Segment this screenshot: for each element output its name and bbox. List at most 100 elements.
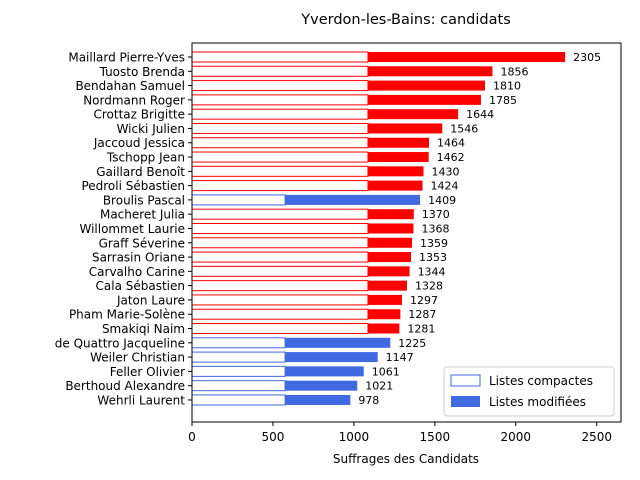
candidate-label-19: Smakiqi Naim [102,322,185,336]
value-label-5: 1546 [450,122,478,135]
bar-compact-5 [191,122,369,134]
bars-layer [191,51,566,406]
bar-modified-0 [367,52,566,62]
chart-title: Yverdon-les-Bains: candidats [300,12,511,28]
bar-modified-11 [367,209,414,220]
value-label-17: 1297 [410,294,438,307]
bar-compact-15 [191,265,369,277]
candidate-label-1: Tuosto Brenda [99,65,185,79]
bar-compact-19 [191,323,369,335]
candidate-label-6: Jaccoud Jessica [93,136,185,150]
bar-compact-24 [191,394,286,406]
candidate-label-23: Berthoud Alexandre [65,379,185,393]
value-label-24: 978 [358,394,379,407]
bar-modified-23 [285,380,358,391]
bar-modified-4 [367,109,459,120]
x-tick-label-3: 1500 [420,430,451,444]
x-tick-label-1: 500 [261,430,284,444]
value-label-16: 1328 [415,280,443,293]
candidate-label-15: Carvalho Carine [89,265,185,279]
bar-compact-14 [191,251,369,263]
x-tick-label-2: 1000 [339,430,370,444]
value-label-6: 1464 [437,137,465,150]
candidate-label-20: de Quattro Jacqueline [55,336,185,350]
value-label-13: 1359 [420,237,448,250]
bar-compact-1 [191,65,369,77]
candidate-label-5: Wicki Julien [117,122,185,136]
x-axis-label: Suffrages des Candidats [333,452,479,466]
value-label-19: 1281 [407,323,435,336]
bar-modified-10 [285,194,421,205]
bar-modified-12 [367,223,414,234]
bar-modified-19 [367,323,400,334]
value-label-12: 1368 [421,222,449,235]
bar-modified-17 [367,294,402,305]
candidate-label-12: Willommet Laurie [79,222,185,236]
value-label-22: 1061 [372,365,400,378]
bar-modified-20 [285,337,391,348]
value-label-7: 1462 [437,151,465,164]
candidate-label-11: Macheret Julia [100,208,185,222]
bar-modified-14 [367,252,412,263]
candidate-label-2: Bendahan Samuel [75,79,185,93]
candidate-label-0: Maillard Pierre-Yves [68,51,185,65]
x-axis: 0 500 1000 1500 2000 2500 [188,422,612,444]
bar-compact-12 [191,222,369,234]
bar-compact-7 [191,151,369,163]
bar-compact-3 [191,94,369,106]
candidate-label-14: Sarrasin Oriane [92,251,185,265]
legend-compact-swatch [450,374,481,387]
bar-modified-1 [367,66,493,77]
candidate-label-16: Cala Sébastien [96,279,185,293]
legend-compact-label: Listes compactes [489,374,593,388]
candidate-label-10: Broulis Pascal [103,193,185,207]
bar-compact-8 [191,165,369,177]
value-label-2: 1810 [493,80,521,93]
bar-modified-9 [367,180,423,191]
candidate-label-13: Graff Séverine [99,236,185,250]
candidate-label-17: Jaton Laure [116,293,185,307]
x-tick-label-4: 2000 [501,430,532,444]
bar-compact-13 [191,237,369,249]
bar-compact-11 [191,208,369,220]
value-label-4: 1644 [466,108,494,121]
value-label-23: 1021 [365,380,393,393]
legend: Listes compactes Listes modifiées [443,366,615,417]
bar-modified-6 [367,137,430,148]
bar-modified-2 [367,80,486,91]
bar-compact-9 [191,180,369,192]
bar-modified-13 [367,237,413,248]
legend-box [443,366,615,417]
value-label-3: 1785 [489,94,517,107]
value-label-20: 1225 [398,337,426,350]
bar-modified-3 [367,94,481,105]
bar-modified-7 [367,152,429,163]
candidate-label-7: Tschopp Jean [106,151,185,165]
bar-compact-21 [191,351,286,363]
bar-compact-23 [191,380,286,392]
value-label-1: 1856 [500,65,528,78]
legend-modified-swatch [451,396,480,407]
bar-modified-5 [367,123,443,134]
bar-modified-22 [285,366,364,377]
bar-compact-16 [191,280,369,292]
value-label-8: 1430 [431,165,459,178]
value-label-0: 2305 [573,51,601,64]
candidate-label-8: Gaillard Benoît [96,165,185,179]
candidate-label-21: Weiler Christian [90,351,185,365]
candidate-label-18: Pham Marie-Solène [69,308,185,322]
value-label-9: 1424 [431,180,459,193]
candidate-label-9: Pedroli Sébastien [81,179,185,193]
value-label-11: 1370 [422,208,450,221]
candidate-label-24: Wehrli Laurent [97,393,185,407]
value-label-10: 1409 [428,194,456,207]
candidate-label-22: Feller Olivier [110,365,185,379]
bar-modified-16 [367,280,407,291]
bar-compact-6 [191,137,369,149]
value-label-14: 1353 [419,251,447,264]
plot-frame [191,42,622,423]
bar-compact-17 [191,294,369,306]
